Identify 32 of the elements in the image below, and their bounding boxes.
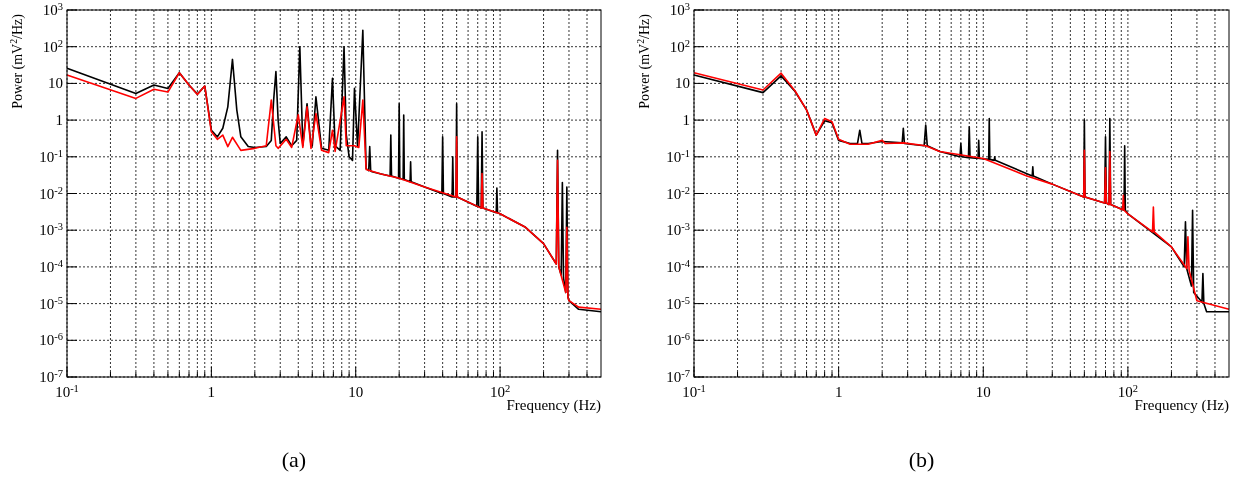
y-tick-label: 10$^{-3}$ [39,220,63,239]
y-tick-label: 10$^{-5}$ [39,294,63,312]
x-axis-title: Frequency (Hz) [506,397,601,414]
y-tick-label: 1 [55,112,63,129]
x-tick-label: 10$^{2}$ [1117,382,1139,400]
y-tick-label: 10$^{-5}$ [666,294,690,312]
x-axis-title: Frequency (Hz) [1134,397,1229,414]
x-tick-label: 10 [348,384,364,400]
x-tick-label: 10 [975,384,991,400]
y-tick-label: 10$^{-7}$ [666,367,690,385]
y-tick-label: 10$^{-3}$ [666,220,690,239]
x-tick-label: 1 [834,384,843,400]
y-tick-label: 10$^{-7}$ [39,367,63,385]
y-tick-label: 10$^{2}$ [42,37,63,55]
y-tick-label: 10$^{3}$ [669,0,690,18]
y-tick-label: 10$^{-6}$ [39,330,63,349]
y-tick-label: 10$^{-2}$ [666,184,690,202]
y-tick-label: 10$^{-1}$ [666,147,690,165]
text: (a) [281,447,307,472]
y-tick-label: 10$^{-1}$ [39,147,63,165]
y-tick-label: 1 [682,112,690,129]
text: (b) [908,447,935,472]
y-tick-label: 10$^{-4}$ [666,257,691,275]
y-tick-label: 10$^{-4}$ [39,257,64,275]
y-tick-label: 10$^{-2}$ [39,184,63,202]
x-tick-label: 10$^{2}$ [489,382,511,400]
y-tick-label: 10$^{2}$ [669,37,690,55]
y-tick-label: 10 [48,75,63,92]
y-tick-label: 10$^{3}$ [42,0,63,18]
y-tick-label: 10$^{-6}$ [666,330,690,349]
x-tick-label: 1 [207,384,216,400]
y-tick-label: 10 [675,75,690,92]
